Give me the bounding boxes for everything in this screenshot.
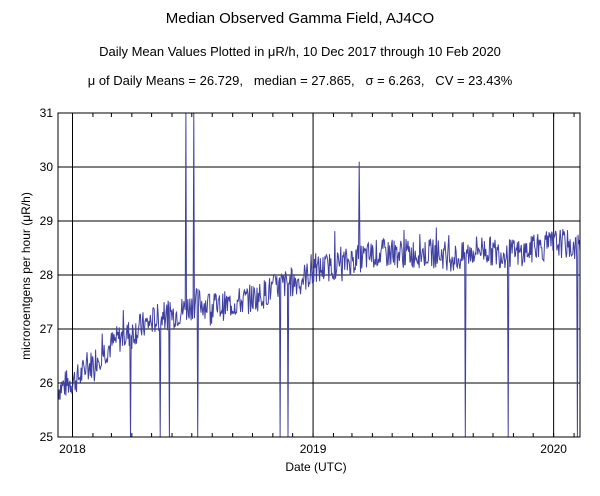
x-tick-label: 2019 xyxy=(300,442,327,456)
axis-ticks: 25 26 27 28 29 30 31 2018 2019 2020 xyxy=(40,106,575,456)
y-tick-label: 28 xyxy=(40,268,54,282)
y-tick-label: 25 xyxy=(40,430,54,444)
y-tick-label: 31 xyxy=(40,106,54,120)
x-tick-label: 2018 xyxy=(59,442,86,456)
chart-stats-line: μ of Daily Means = 26.729, median = 27.8… xyxy=(87,73,513,88)
x-tick-label: 2020 xyxy=(540,442,567,456)
chart-title: Median Observed Gamma Field, AJ4CO xyxy=(165,10,435,27)
y-tick-label: 27 xyxy=(40,322,54,336)
y-axis-label: microroentgens per hour (μR/h) xyxy=(19,192,33,360)
chart-subtitle: Daily Mean Values Plotted in μR/h, 10 De… xyxy=(99,44,501,59)
y-tick-label: 26 xyxy=(40,376,54,390)
series-line xyxy=(57,112,581,438)
x-axis-label: Date (UTC) xyxy=(285,460,346,474)
y-tick-label: 30 xyxy=(40,160,54,174)
y-tick-label: 29 xyxy=(40,214,54,228)
data-series xyxy=(57,112,581,438)
